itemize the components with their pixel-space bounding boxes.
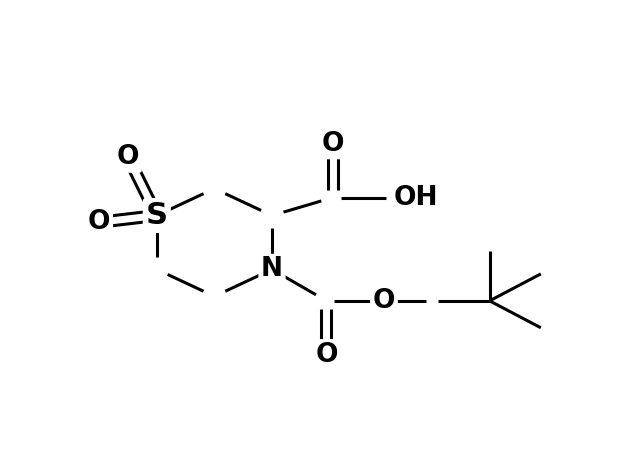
Text: O: O [372,288,396,314]
Text: O: O [88,209,111,235]
Text: O: O [321,131,344,157]
Text: S: S [146,201,168,230]
Text: O: O [315,342,338,368]
Text: O: O [116,144,140,170]
Text: N: N [261,256,283,282]
Text: OH: OH [394,185,438,211]
